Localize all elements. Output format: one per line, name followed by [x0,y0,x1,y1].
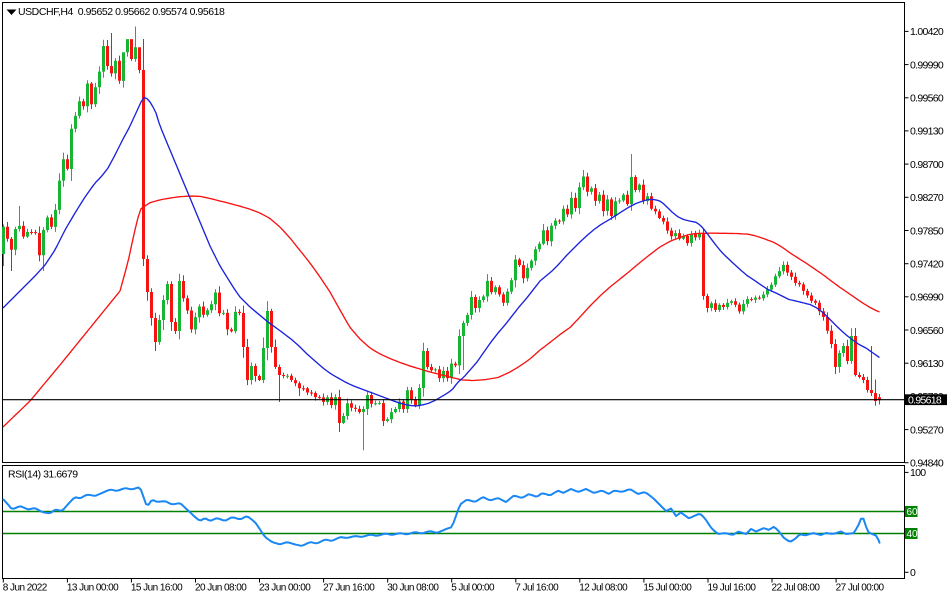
svg-text:RSI(14) 31.6679: RSI(14) 31.6679 [8,469,78,481]
svg-text:19 Jul 16:00: 19 Jul 16:00 [708,583,757,594]
svg-text:0.99990: 0.99990 [910,59,944,71]
svg-text:USDCHF,H4 0.95652 0.95662 0.9: USDCHF,H4 0.95652 0.95662 0.95574 0.9561… [18,6,225,18]
svg-text:30 Jun 08:00: 30 Jun 08:00 [387,583,439,594]
svg-text:60: 60 [907,507,919,518]
svg-text:0.98270: 0.98270 [910,192,944,204]
svg-text:0.95270: 0.95270 [910,424,944,436]
svg-text:0.96990: 0.96990 [910,292,944,304]
svg-text:5 Jul 00:00: 5 Jul 00:00 [451,583,495,594]
svg-text:13 Jun 00:00: 13 Jun 00:00 [67,583,119,594]
svg-text:23 Jun 00:00: 23 Jun 00:00 [259,583,311,594]
svg-text:12 Jul 08:00: 12 Jul 08:00 [579,583,628,594]
svg-text:0.97420: 0.97420 [910,259,944,271]
svg-text:20 Jun 08:00: 20 Jun 08:00 [195,583,247,594]
svg-text:0: 0 [910,567,916,579]
svg-text:22 Jul 08:00: 22 Jul 08:00 [772,583,821,594]
svg-text:0.99130: 0.99130 [910,126,944,138]
svg-text:0.94840: 0.94840 [910,458,944,470]
svg-text:0.96560: 0.96560 [910,325,944,337]
svg-text:15 Jul 00:00: 15 Jul 00:00 [643,583,692,594]
svg-text:27 Jun 16:00: 27 Jun 16:00 [323,583,375,594]
svg-text:100: 100 [910,467,926,479]
svg-text:40: 40 [907,529,919,540]
svg-text:7 Jul 16:00: 7 Jul 16:00 [515,583,559,594]
svg-text:27 Jul 00:00: 27 Jul 00:00 [836,583,885,594]
svg-text:15 Jun 16:00: 15 Jun 16:00 [131,583,183,594]
svg-text:0.98700: 0.98700 [910,159,944,171]
svg-text:0.97850: 0.97850 [910,225,944,237]
svg-text:1.00420: 1.00420 [910,26,944,38]
svg-text:8 Jun 2022: 8 Jun 2022 [3,583,48,594]
svg-text:0.99560: 0.99560 [910,93,944,105]
svg-text:0.96130: 0.96130 [910,358,944,370]
svg-text:0.95618: 0.95618 [908,394,942,406]
